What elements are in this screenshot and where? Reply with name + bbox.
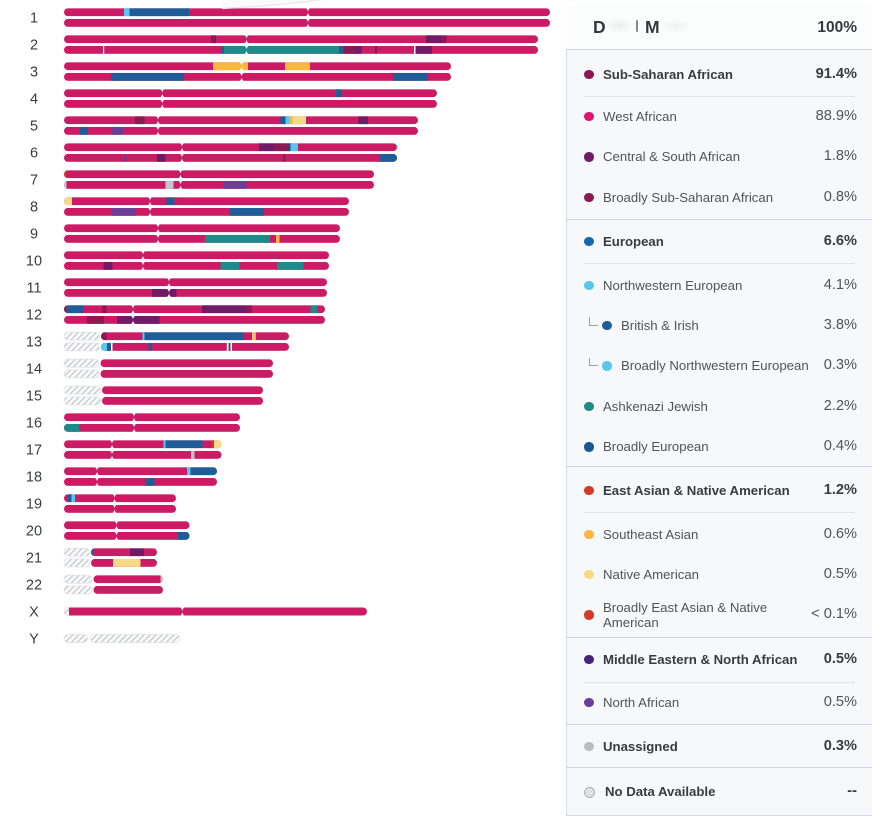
svg-text:2: 2 [30,38,38,54]
svg-text:6: 6 [30,146,38,162]
svg-text:12: 12 [26,308,42,324]
svg-text:17: 17 [26,443,42,459]
svg-text:18: 18 [26,470,42,486]
svg-text:19: 19 [26,497,42,513]
svg-text:X: X [29,605,39,621]
svg-text:22: 22 [26,578,42,594]
svg-text:Y: Y [29,632,39,648]
svg-text:11: 11 [26,281,41,297]
svg-text:8: 8 [30,200,38,216]
svg-text:7: 7 [30,173,38,189]
svg-text:16: 16 [26,416,42,432]
svg-text:3: 3 [30,65,38,81]
svg-text:9: 9 [30,227,38,243]
svg-text:15: 15 [26,389,42,405]
svg-text:14: 14 [26,362,42,378]
svg-text:5: 5 [30,119,38,135]
svg-text:20: 20 [26,524,42,540]
svg-text:4: 4 [30,92,38,108]
svg-text:21: 21 [26,551,42,567]
svg-text:10: 10 [26,254,42,270]
svg-text:1: 1 [30,11,38,27]
svg-text:13: 13 [26,335,42,351]
